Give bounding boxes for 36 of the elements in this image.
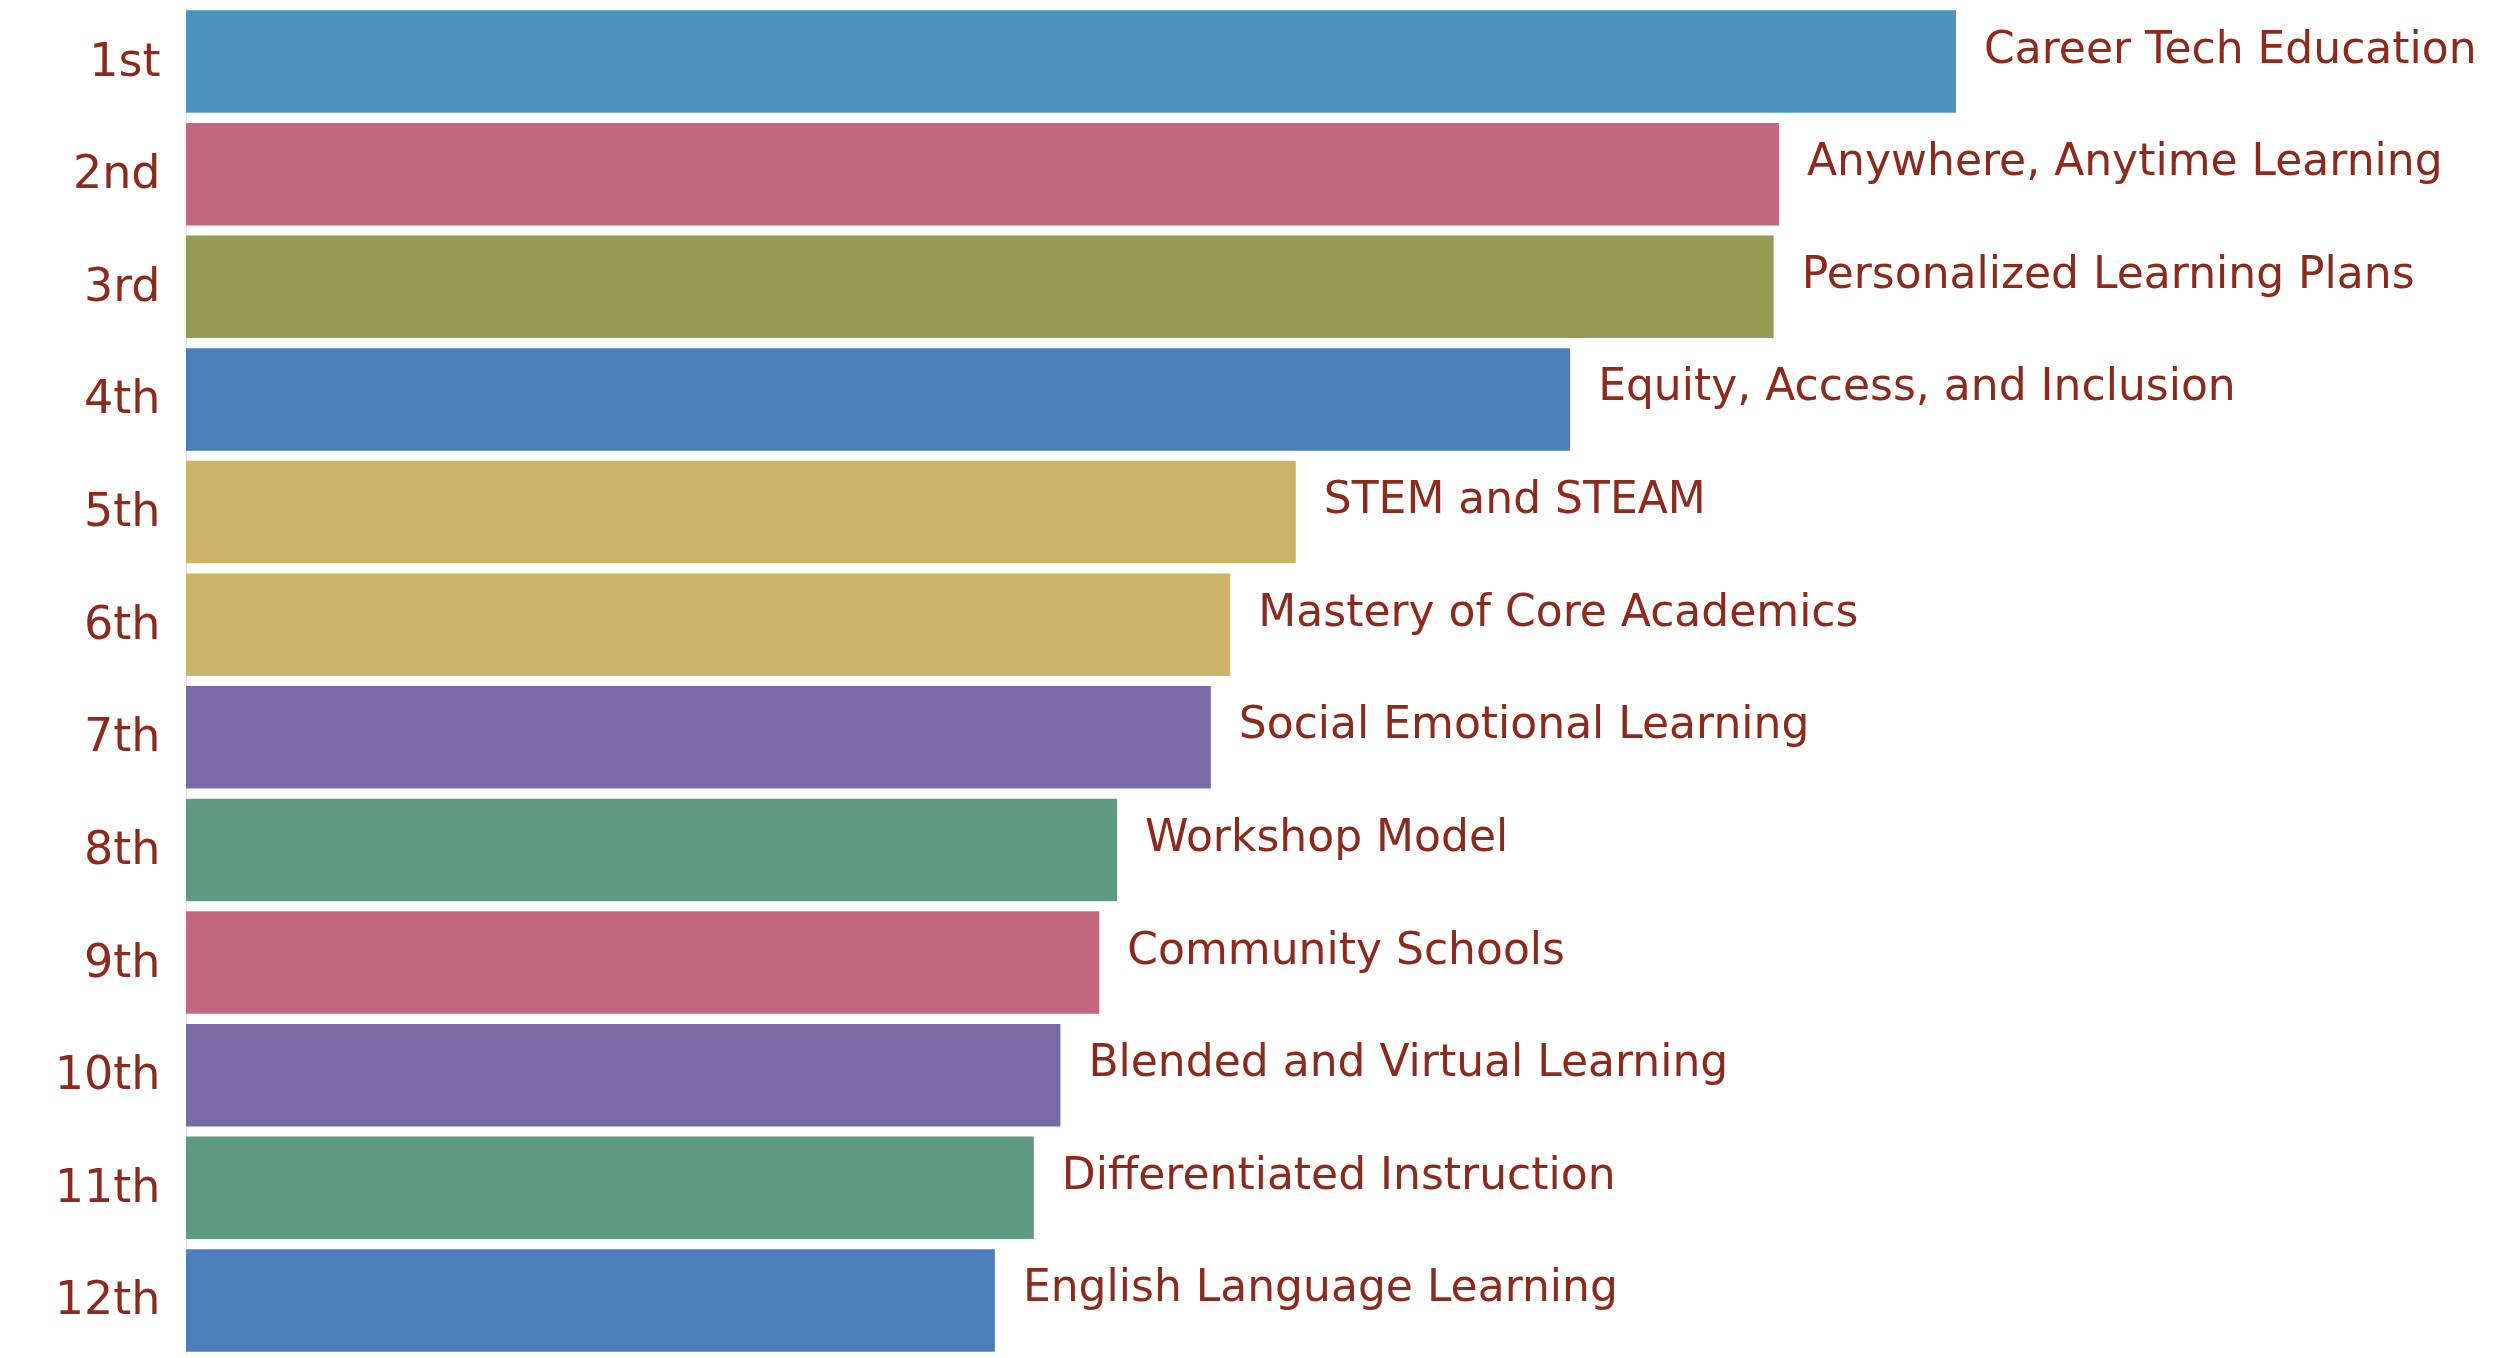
- y-tick-label: 2nd: [72, 145, 161, 200]
- y-tick-label: 8th: [84, 820, 161, 875]
- y-tick-label: 11th: [54, 1158, 161, 1213]
- bar: [186, 10, 1956, 113]
- annotation: Social Emotional Learning: [1238, 697, 1810, 749]
- bar: [186, 1136, 1034, 1240]
- annotation: Workshop Model: [1145, 809, 1509, 861]
- annotation: Community Schools: [1127, 922, 1565, 974]
- bar: [186, 1023, 1061, 1127]
- annotation: Blended and Virtual Learning: [1088, 1035, 1729, 1087]
- annotation: STEM and STEAM: [1323, 472, 1706, 524]
- y-tick-label: 3rd: [83, 257, 161, 312]
- y-tick-label: 12th: [54, 1271, 161, 1326]
- bar: [186, 911, 1100, 1014]
- annotation: Personalized Learning Plans: [1801, 246, 2415, 298]
- bar: [186, 348, 1571, 451]
- y-tick-label: 6th: [84, 595, 161, 650]
- bar: [186, 460, 1296, 564]
- annotation: Mastery of Core Academics: [1258, 584, 1859, 636]
- y-tick-label: 1st: [89, 32, 161, 87]
- annotation: English Language Learning: [1022, 1260, 1618, 1312]
- bar: [186, 122, 1779, 226]
- y-tick-label: 9th: [84, 933, 161, 988]
- annotation: Equity, Access, and Inclusion: [1598, 359, 2236, 411]
- annotation: Anywhere, Anytime Learning: [1807, 134, 2443, 186]
- y-tick-label: 7th: [84, 708, 161, 763]
- annotation: Career Tech Education: [1984, 21, 2477, 73]
- bar: [186, 686, 1211, 789]
- bar: [186, 1249, 995, 1352]
- bar: [186, 573, 1231, 676]
- y-tick-label: 5th: [84, 483, 161, 538]
- bar: [186, 235, 1774, 339]
- y-tick-label: 4th: [84, 370, 161, 425]
- bar: [186, 798, 1118, 902]
- y-tick-label: 10th: [54, 1046, 161, 1101]
- annotation: Differentiated Instruction: [1061, 1147, 1616, 1199]
